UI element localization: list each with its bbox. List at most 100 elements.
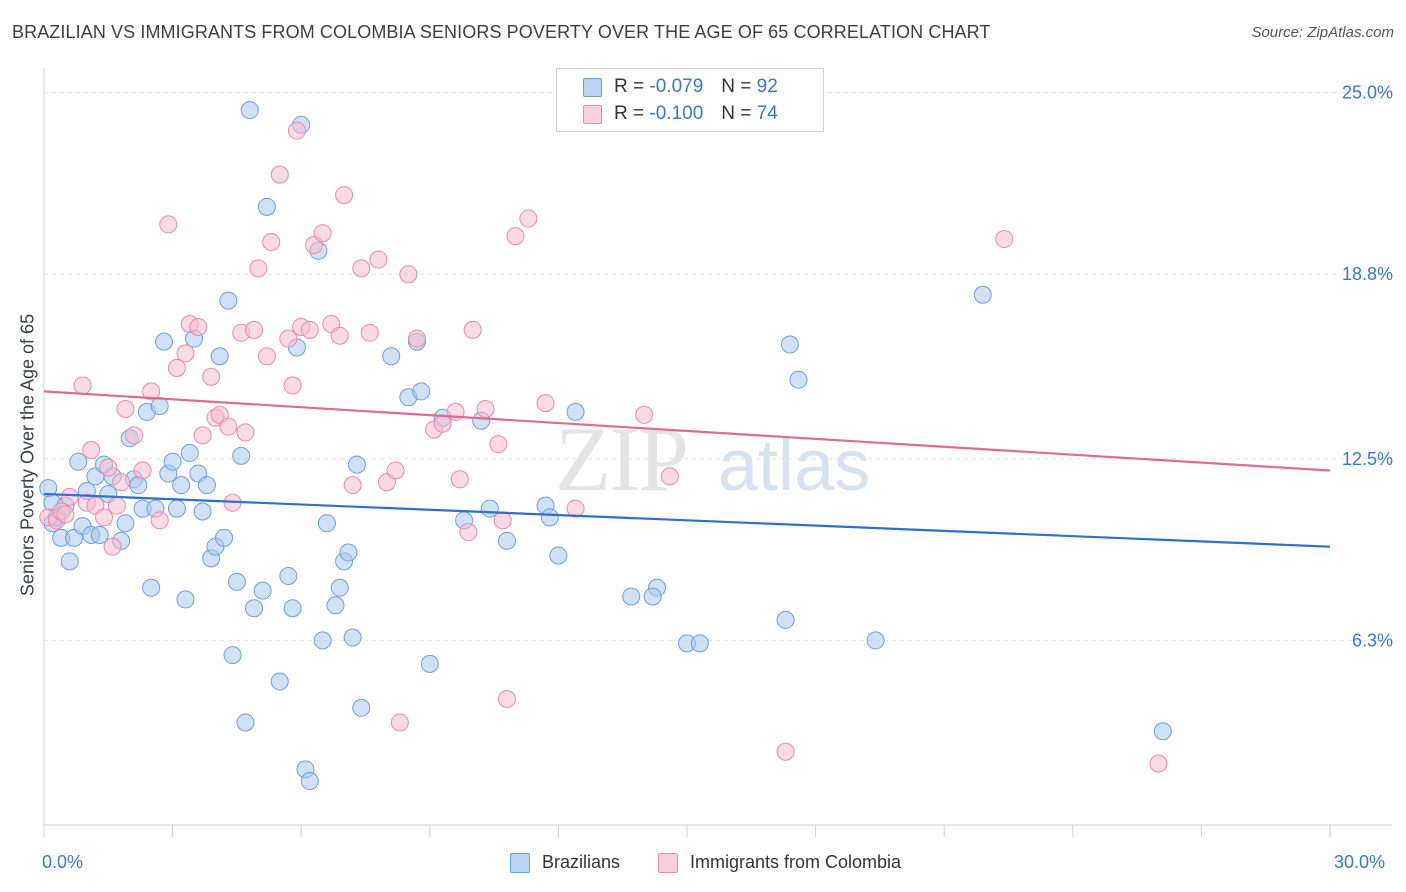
colombia-point[interactable] (519, 209, 538, 228)
brazilians-point[interactable] (210, 347, 229, 366)
colombia-point[interactable] (257, 347, 276, 366)
brazilians-point[interactable] (240, 101, 259, 120)
colombia-point[interactable] (133, 461, 152, 480)
brazilians-point[interactable] (313, 631, 332, 650)
brazilians-point[interactable] (227, 572, 246, 591)
colombia-point[interactable] (399, 265, 418, 284)
colombia-point[interactable] (369, 250, 388, 269)
legend-item-colombia[interactable]: Immigrants from Colombia (658, 852, 901, 873)
brazilians-point[interactable] (257, 197, 276, 216)
colombia-point[interactable] (116, 399, 135, 418)
colombia-point[interactable] (279, 329, 298, 348)
legend-item-brazilians[interactable]: Brazilians (510, 852, 620, 873)
brazilians-point[interactable] (253, 581, 272, 600)
colombia-point[interactable] (56, 505, 75, 524)
colombia-point[interactable] (1149, 754, 1168, 773)
colombia-point[interactable] (476, 399, 495, 418)
brazilians-point[interactable] (90, 525, 109, 544)
colombia-point[interactable] (150, 511, 169, 530)
colombia-point[interactable] (330, 326, 349, 345)
colombia-point[interactable] (236, 423, 255, 442)
brazilians-point[interactable] (326, 596, 345, 615)
colombia-point[interactable] (142, 382, 161, 401)
brazilians-point[interactable] (566, 402, 585, 421)
brazilians-point[interactable] (236, 713, 255, 732)
colombia-point[interactable] (95, 508, 114, 527)
colombia-point[interactable] (497, 690, 516, 709)
colombia-point[interactable] (193, 426, 212, 445)
brazilians-point[interactable] (622, 587, 641, 606)
colombia-point[interactable] (660, 467, 679, 486)
colombia-point[interactable] (360, 323, 379, 342)
colombia-point[interactable] (60, 487, 79, 506)
colombia-point[interactable] (112, 473, 131, 492)
colombia-point[interactable] (343, 476, 362, 495)
brazilians-point[interactable] (155, 332, 174, 351)
colombia-point[interactable] (459, 523, 478, 542)
colombia-point[interactable] (125, 426, 144, 445)
brazilians-point[interactable] (330, 578, 349, 597)
brazilians-point[interactable] (352, 698, 371, 717)
colombia-point[interactable] (489, 435, 508, 454)
colombia-point[interactable] (776, 742, 795, 761)
colombia-point[interactable] (313, 224, 332, 243)
colombia-point[interactable] (167, 358, 186, 377)
brazilians-point[interactable] (180, 443, 199, 462)
colombia-point[interactable] (493, 511, 512, 530)
brazilians-point[interactable] (116, 514, 135, 533)
brazilians-point[interactable] (283, 599, 302, 618)
brazilians-point[interactable] (549, 546, 568, 565)
brazilians-point[interactable] (420, 654, 439, 673)
brazilians-point[interactable] (412, 382, 431, 401)
colombia-point[interactable] (335, 186, 354, 205)
brazilians-point[interactable] (480, 499, 499, 518)
brazilians-point[interactable] (317, 514, 336, 533)
brazilians-point[interactable] (1153, 722, 1172, 741)
brazilians-point[interactable] (643, 587, 662, 606)
brazilians-point[interactable] (142, 578, 161, 597)
colombia-point[interactable] (386, 461, 405, 480)
brazilians-point[interactable] (780, 335, 799, 354)
colombia-point[interactable] (103, 537, 122, 556)
colombia-point[interactable] (566, 499, 585, 518)
colombia-point[interactable] (536, 394, 555, 413)
colombia-point[interactable] (352, 259, 371, 278)
colombia-point[interactable] (262, 232, 281, 251)
colombia-point[interactable] (283, 376, 302, 395)
colombia-point[interactable] (249, 259, 268, 278)
colombia-point[interactable] (270, 165, 289, 184)
colombia-point[interactable] (202, 367, 221, 386)
brazilians-point[interactable] (176, 590, 195, 609)
colombia-point[interactable] (407, 329, 426, 348)
brazilians-point[interactable] (270, 672, 289, 691)
colombia-point[interactable] (159, 215, 178, 234)
brazilians-point[interactable] (215, 528, 234, 547)
brazilians-point[interactable] (789, 370, 808, 389)
colombia-point[interactable] (300, 320, 319, 339)
brazilians-point[interactable] (219, 291, 238, 310)
brazilians-point[interactable] (150, 397, 169, 416)
colombia-point[interactable] (995, 230, 1014, 249)
brazilians-point[interactable] (279, 566, 298, 585)
colombia-point[interactable] (506, 227, 525, 246)
brazilians-point[interactable] (866, 631, 885, 650)
brazilians-point[interactable] (193, 502, 212, 521)
colombia-point[interactable] (82, 441, 101, 459)
brazilians-point[interactable] (343, 628, 362, 647)
brazilians-point[interactable] (339, 543, 358, 562)
colombia-point[interactable] (635, 405, 654, 424)
brazilians-point[interactable] (973, 285, 992, 304)
colombia-point[interactable] (99, 458, 118, 477)
colombia-point[interactable] (463, 320, 482, 339)
brazilians-point[interactable] (382, 347, 401, 366)
brazilians-point[interactable] (690, 634, 709, 653)
brazilians-point[interactable] (60, 552, 79, 571)
brazilians-point[interactable] (497, 531, 516, 550)
brazilians-point[interactable] (347, 455, 366, 474)
colombia-point[interactable] (287, 121, 306, 140)
brazilians-point[interactable] (167, 499, 186, 518)
colombia-point[interactable] (73, 376, 92, 395)
brazilians-point[interactable] (197, 476, 216, 495)
brazilians-point[interactable] (300, 772, 319, 791)
brazilians-point[interactable] (223, 646, 242, 665)
